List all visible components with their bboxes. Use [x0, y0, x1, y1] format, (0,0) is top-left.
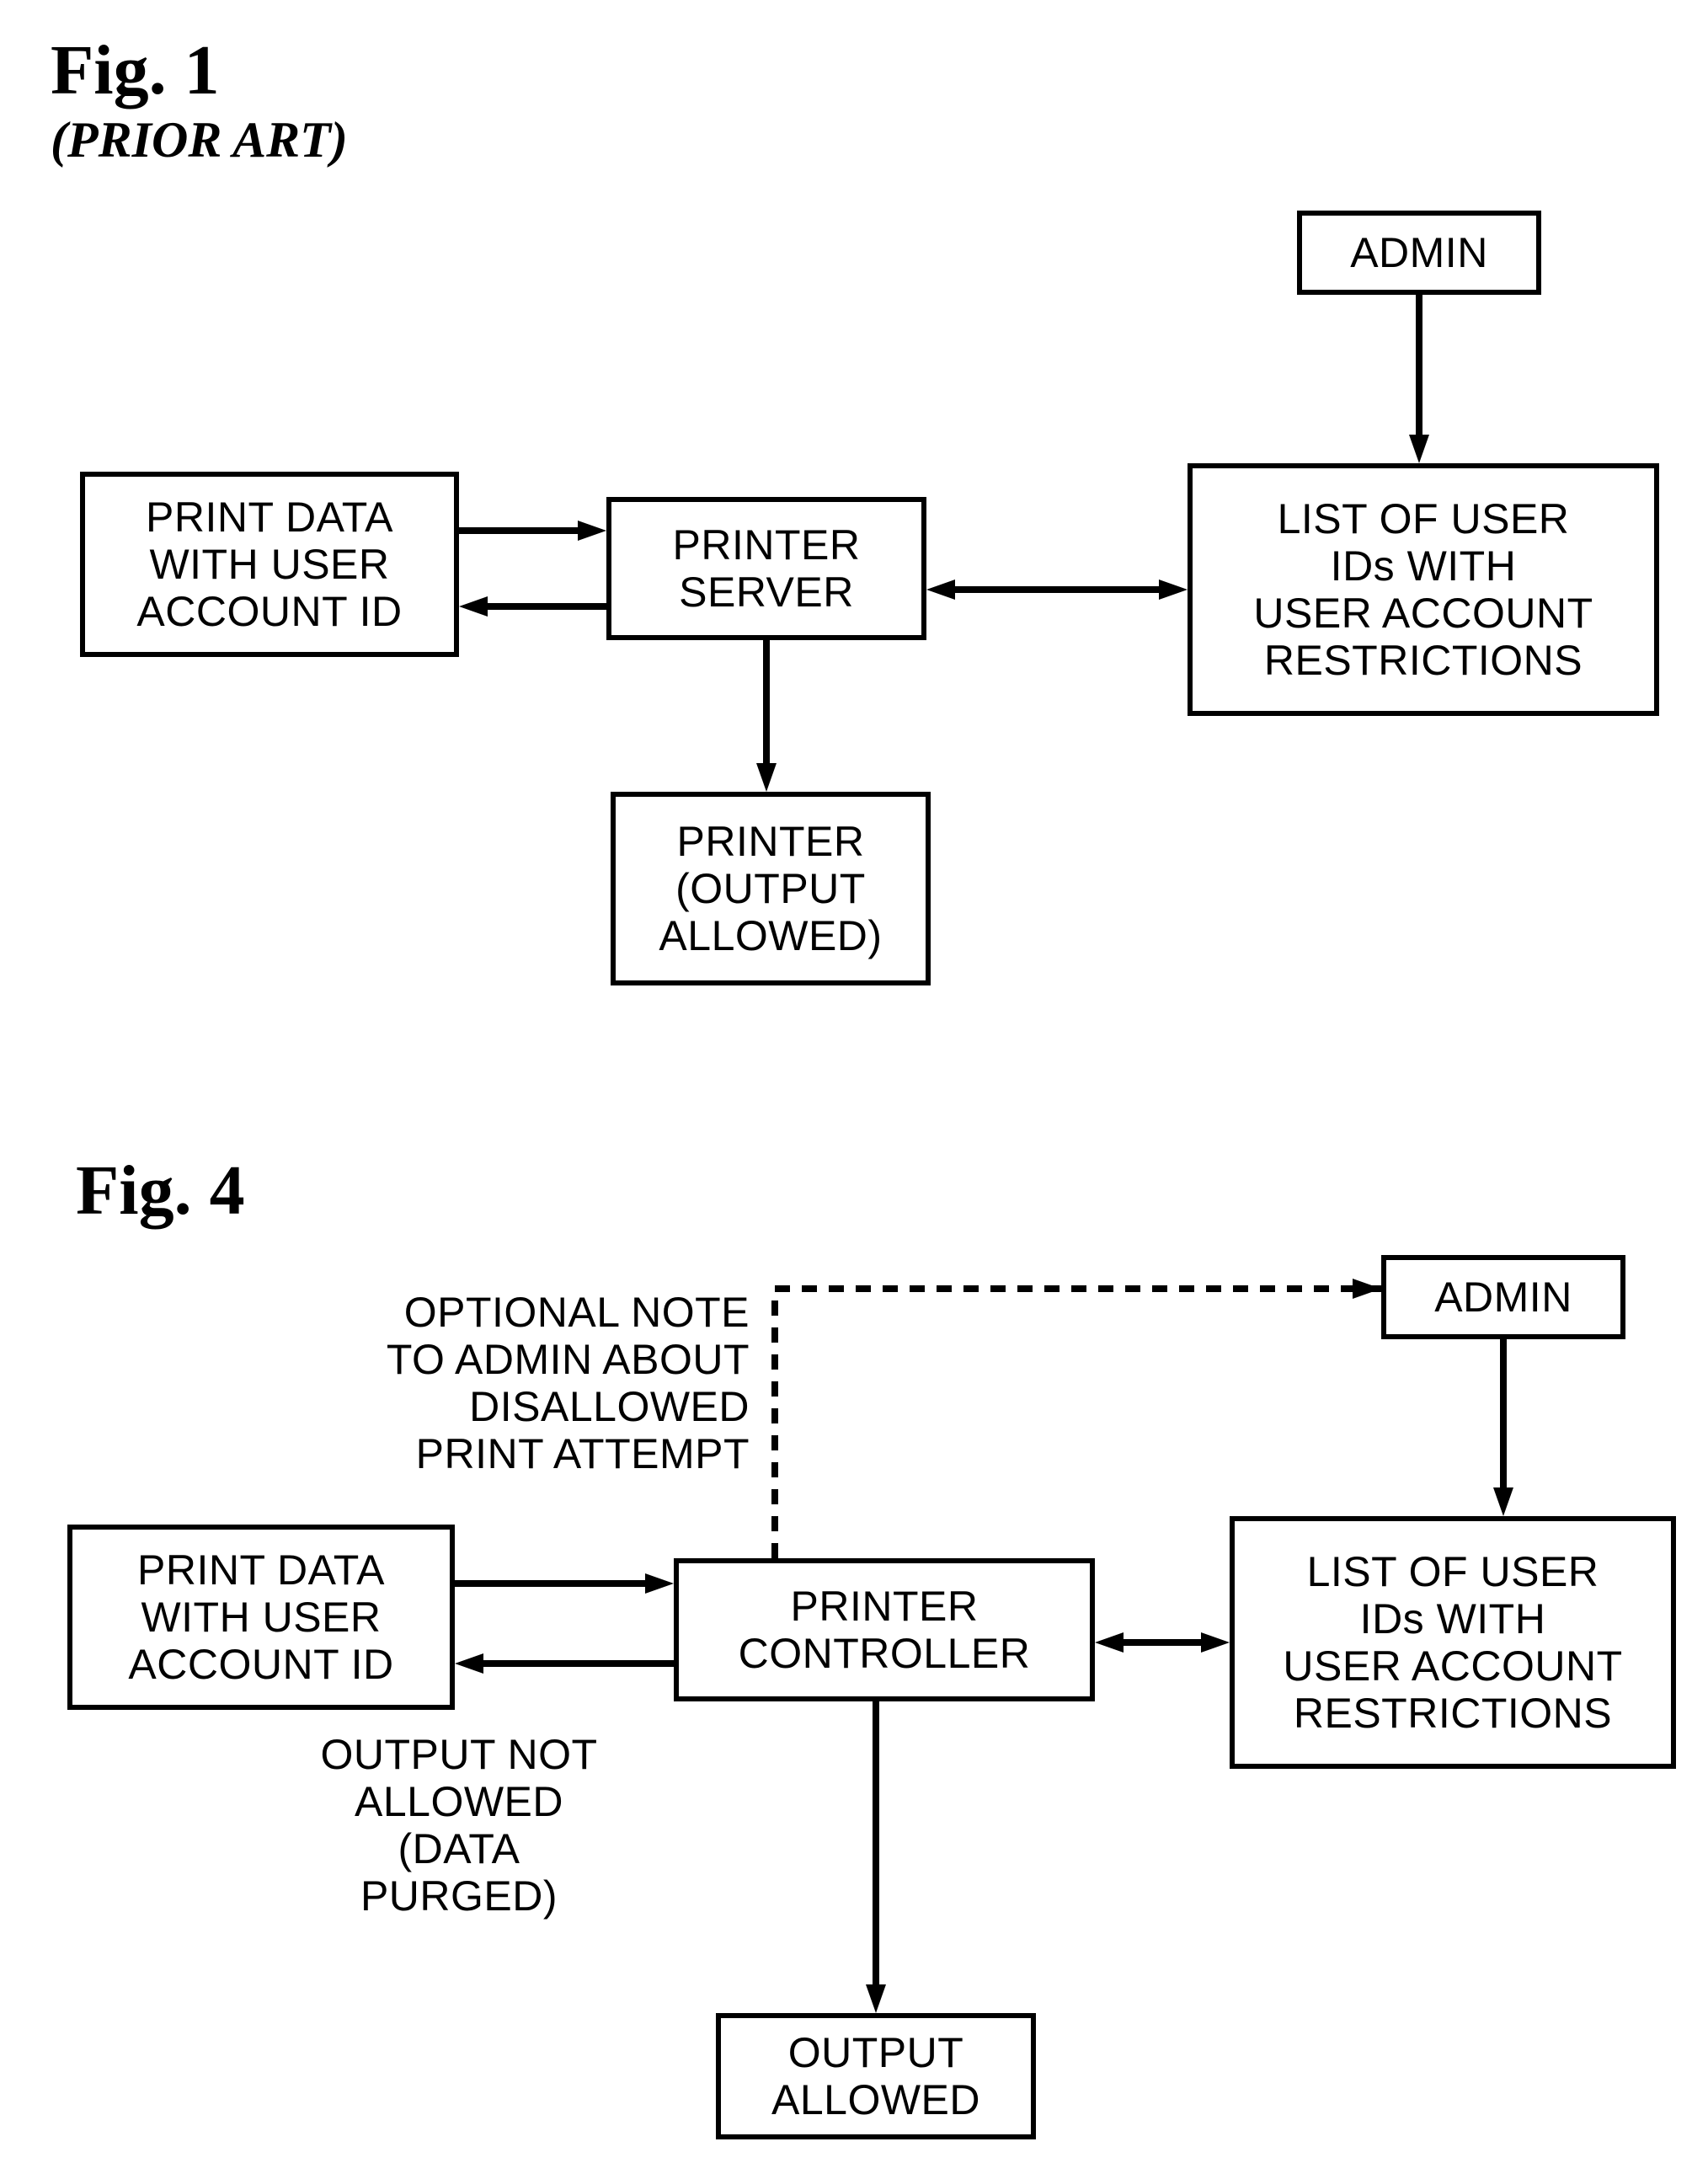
fig4-optional-note-text: OPTIONAL NOTETO ADMIN ABOUTDISALLOWEDPRI…	[387, 1289, 750, 1477]
fig1-printd-label: PRINT DATAWITH USERACCOUNT ID	[136, 494, 402, 635]
arrows-layer	[0, 0, 1708, 2163]
fig1-server-label: PRINTERSERVER	[673, 521, 861, 616]
fig1-server-box: PRINTERSERVER	[606, 497, 926, 640]
fig4-not-allowed-text: OUTPUT NOTALLOWED(DATAPURGED)	[320, 1731, 597, 1920]
fig4-title: Fig. 4	[76, 1150, 245, 1231]
fig1-title-main: Fig. 1	[51, 29, 348, 111]
fig4-output-label: OUTPUTALLOWED	[771, 2029, 980, 2123]
fig4-list-box: LIST OF USERIDs WITHUSER ACCOUNTRESTRICT…	[1230, 1516, 1676, 1769]
fig4-admin-box: ADMIN	[1381, 1255, 1625, 1339]
fig4-optional-note-label: OPTIONAL NOTETO ADMIN ABOUTDISALLOWEDPRI…	[278, 1289, 750, 1477]
fig1-admin-box: ADMIN	[1297, 211, 1541, 295]
fig4-output-box: OUTPUTALLOWED	[716, 2013, 1036, 2139]
fig4-title-main: Fig. 4	[76, 1150, 245, 1231]
fig1-printd-box: PRINT DATAWITH USERACCOUNT ID	[80, 472, 459, 657]
fig4-ctrl-label: PRINTERCONTROLLER	[739, 1583, 1031, 1677]
fig4-not-allowed-label: OUTPUT NOTALLOWED(DATAPURGED)	[282, 1731, 636, 1920]
fig4-ctrl-box: PRINTERCONTROLLER	[674, 1558, 1095, 1701]
fig1-admin-label: ADMIN	[1350, 229, 1488, 276]
fig4-admin-label: ADMIN	[1434, 1274, 1572, 1321]
fig1-printer-label: PRINTER(OUTPUTALLOWED)	[659, 818, 882, 959]
fig1-list-box: LIST OF USERIDs WITHUSER ACCOUNTRESTRICT…	[1188, 463, 1659, 716]
page: Fig. 1 (PRIOR ART) ADMIN LIST OF USERIDs…	[0, 0, 1708, 2163]
fig1-list-label: LIST OF USERIDs WITHUSER ACCOUNTRESTRICT…	[1253, 495, 1593, 684]
fig4-list-label: LIST OF USERIDs WITHUSER ACCOUNTRESTRICT…	[1283, 1548, 1622, 1737]
fig1-title-sub: (PRIOR ART)	[51, 111, 348, 169]
fig4-printd-box: PRINT DATAWITH USERACCOUNT ID	[67, 1525, 455, 1710]
fig4-printd-label: PRINT DATAWITH USERACCOUNT ID	[128, 1546, 393, 1688]
fig1-title: Fig. 1 (PRIOR ART)	[51, 29, 348, 169]
fig1-printer-box: PRINTER(OUTPUTALLOWED)	[611, 792, 931, 985]
